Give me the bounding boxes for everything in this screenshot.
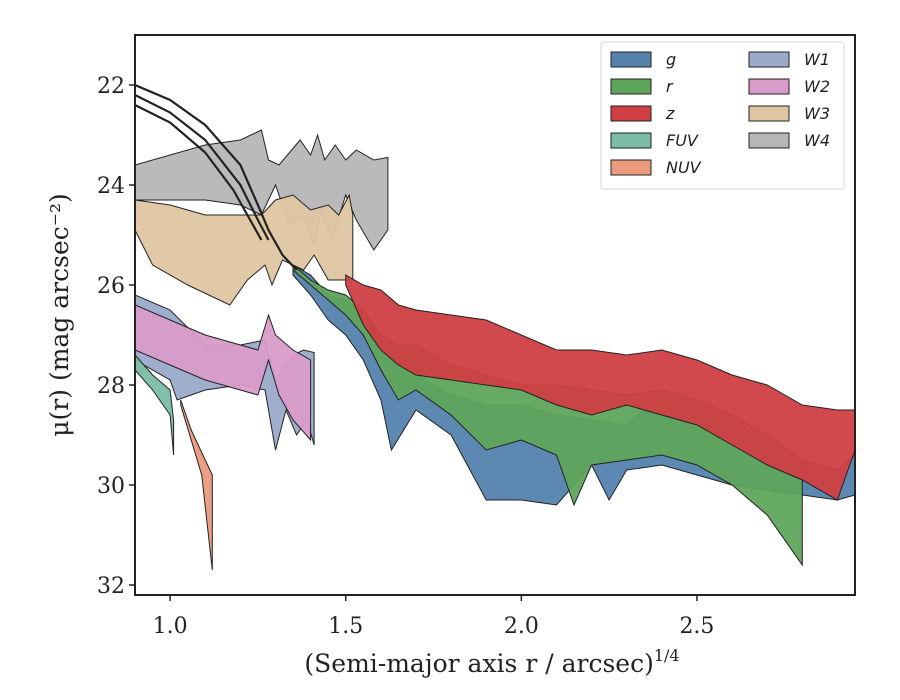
y-tick-label: 26 — [97, 274, 125, 299]
y-tick-label: 28 — [97, 374, 125, 399]
legend-label-w3: W3 — [804, 104, 830, 123]
legend-label-fuv: FUV — [666, 131, 699, 150]
band-fuv — [135, 354, 175, 456]
legend-label-w2: W2 — [804, 77, 830, 96]
legend-swatch-fuv — [610, 132, 652, 149]
x-tick-label: 2.5 — [679, 614, 714, 639]
profile-curve-2 — [135, 94, 270, 241]
legend-label-w4: W4 — [804, 131, 830, 150]
profile-curve-1 — [135, 83, 298, 271]
y-axis-ticks: 22 24 26 28 30 32 — [97, 74, 135, 599]
legend-label-g: g — [666, 50, 676, 69]
legend-swatch-w3 — [748, 105, 790, 122]
legend-label-w1: W1 — [804, 50, 830, 69]
legend-label-z: z — [665, 104, 675, 123]
x-tick-label: 1.5 — [328, 614, 363, 639]
band-nuv — [180, 399, 213, 571]
plot-frame — [134, 34, 856, 596]
legend: grz FUV NUV W1 W2 W3 W4 — [600, 41, 845, 190]
y-tick-label: 30 — [97, 474, 125, 499]
legend-swatch-nuv — [610, 159, 652, 176]
legend-swatch-w2 — [748, 78, 790, 95]
band-w2 — [135, 304, 312, 442]
x-axis-label: (Semi-major axis r / arcsec)1/4 — [304, 646, 679, 678]
legend-label-nuv: NUV — [666, 158, 702, 177]
legend-swatch-g — [610, 51, 652, 68]
series-areas — [135, 129, 855, 571]
y-tick-label: 22 — [97, 74, 125, 99]
legend-swatch-z — [610, 105, 652, 122]
x-tick-label: 2.0 — [504, 614, 539, 639]
x-axis-ticks: 1.0 1.5 2.0 2.5 — [153, 595, 714, 639]
profile-curves — [135, 83, 298, 271]
legend-swatch-r — [610, 78, 652, 95]
band-z — [345, 274, 855, 501]
legend-swatch-w1 — [748, 51, 790, 68]
y-axis-label: μ(r) (mag arcsec⁻²) — [45, 193, 74, 436]
y-tick-label: 32 — [97, 574, 125, 599]
legend-label-r: r — [666, 77, 674, 96]
profile-curve-3 — [135, 104, 263, 241]
x-tick-label: 1.0 — [153, 614, 188, 639]
legend-swatch-w4 — [748, 132, 790, 149]
y-tick-label: 24 — [97, 174, 125, 199]
